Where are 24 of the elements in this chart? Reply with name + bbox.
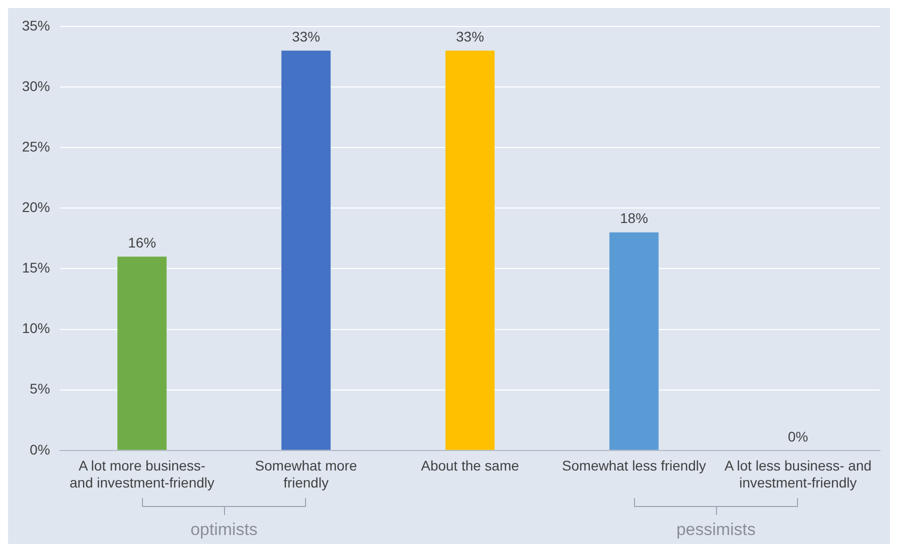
data-label: 33% (292, 28, 320, 44)
y-tick-label: 5% (30, 380, 50, 397)
data-label: 0% (788, 428, 808, 444)
x-tick-label: Somewhat more friendly (255, 458, 358, 490)
bar (117, 256, 167, 450)
text: pessimists (675, 520, 757, 540)
x-tick-label: A lot less business- and investment-friendly (724, 458, 872, 490)
bar (445, 50, 495, 450)
data-label: 33% (456, 28, 484, 44)
y-tick-label: 25% (22, 138, 50, 154)
y-tick-label: 0% (30, 441, 50, 458)
bar (609, 232, 659, 450)
y-tick-label: 15% (22, 260, 50, 276)
x-tick-label: About the same (420, 458, 520, 474)
x-tick-label: A lot more business- and investment-friendly (70, 458, 214, 490)
x-tick-label: Somewhat less friendly (562, 458, 706, 474)
y-tick-label: 30% (22, 78, 50, 94)
text: optimists (189, 520, 259, 540)
y-tick-label: 10% (22, 320, 50, 336)
data-label: 18% (620, 210, 648, 226)
y-tick-label: 35% (22, 17, 50, 34)
bar (281, 50, 331, 450)
data-label: 16% (128, 234, 156, 250)
y-tick-label: 20% (22, 198, 50, 215)
